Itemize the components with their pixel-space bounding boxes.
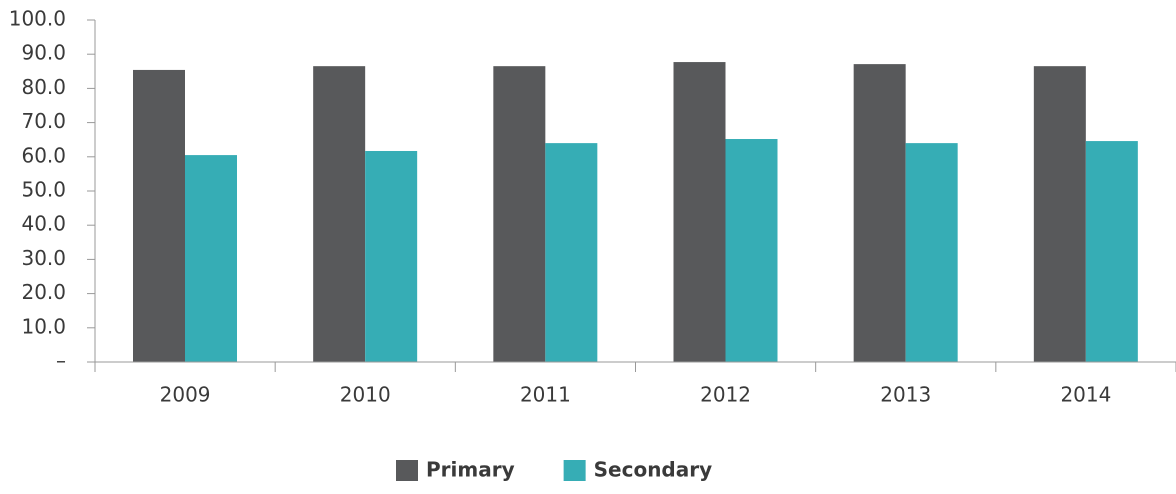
bar [313,66,366,363]
legend-label: Secondary [594,458,713,482]
y-tick-label: 100.0 [9,7,66,31]
x-tick-label: 2014 [1060,383,1111,407]
x-tick-label: 2013 [880,383,931,407]
legend-swatch [563,460,586,481]
legend-swatch [396,460,418,481]
bar [185,155,237,362]
bar [493,66,546,363]
bar [545,143,598,362]
x-tick-label: 2009 [160,383,211,407]
y-tick-label: 30.0 [21,246,66,270]
x-tick-label: 2010 [340,383,391,407]
y-tick-label: 80.0 [21,75,66,99]
bar [853,64,906,363]
y-tick-label: 40.0 [21,212,66,236]
y-tick-label: 60.0 [21,143,66,167]
y-tick-label: 50.0 [21,178,66,202]
x-tick-label: 2012 [700,383,751,407]
bar [365,150,418,362]
bar [1033,66,1086,363]
y-tick-label: – [56,349,66,373]
y-tick-label: 90.0 [21,41,66,65]
bar [673,62,726,362]
y-tick-label: 10.0 [21,314,66,338]
y-tick-label: 20.0 [21,280,66,304]
bar [725,139,778,362]
x-tick-label: 2011 [520,383,571,407]
legend-label: Primary [426,458,515,482]
y-tick-label: 70.0 [21,109,66,133]
bar [133,69,185,362]
bar [905,143,958,362]
bar [1085,141,1138,362]
